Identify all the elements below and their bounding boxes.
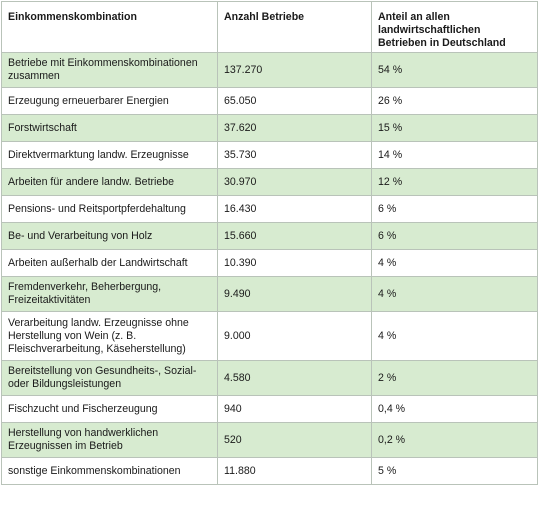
table-row: Direktvermarktung landw. Erzeugnisse 35.7… xyxy=(1,141,538,169)
income-combinations-table: Einkommenskombination Anzahl Betriebe An… xyxy=(1,1,538,485)
row-count-cell: 30.970 xyxy=(217,168,372,196)
table-row: Forstwirtschaft 37.620 15 % xyxy=(1,114,538,142)
row-share-cell: 6 % xyxy=(371,195,538,223)
row-label-cell: Be- und Verarbeitung von Holz xyxy=(1,222,218,250)
table-row: Erzeugung erneuerbarer Energien 65.050 26 … xyxy=(1,87,538,115)
header-row: Einkommenskombination Anzahl Betriebe An… xyxy=(1,1,538,53)
row-label-cell: Arbeiten außerhalb der Landwirtschaft xyxy=(1,249,218,277)
row-count-cell: 65.050 xyxy=(217,87,372,115)
row-share-cell: 2 % xyxy=(371,360,538,396)
row-label-cell: Forstwirtschaft xyxy=(1,114,218,142)
row-count-cell: 37.620 xyxy=(217,114,372,142)
row-share-cell: 12 % xyxy=(371,168,538,196)
table-row: Betriebe mit Einkommenskombinationen zus… xyxy=(1,52,538,88)
row-share-cell: 4 % xyxy=(371,249,538,277)
row-share-cell: 26 % xyxy=(371,87,538,115)
row-share-cell: 4 % xyxy=(371,311,538,361)
row-share-cell: 15 % xyxy=(371,114,538,142)
row-count-cell: 9.000 xyxy=(217,311,372,361)
row-share-cell: 6 % xyxy=(371,222,538,250)
row-label-cell: Fischzucht und Fischerzeugung xyxy=(1,395,218,423)
row-count-cell: 15.660 xyxy=(217,222,372,250)
table-row: Be- und Verarbeitung von Holz 15.660 6 % xyxy=(1,222,538,250)
table-row: Herstellung von handwerklichen Erzeugnis… xyxy=(1,422,538,458)
row-label-cell: Herstellung von handwerklichen Erzeugnis… xyxy=(1,422,218,458)
row-count-cell: 520 xyxy=(217,422,372,458)
row-count-cell: 9.490 xyxy=(217,276,372,312)
row-count-cell: 137.270 xyxy=(217,52,372,88)
row-count-cell: 35.730 xyxy=(217,141,372,169)
row-count-cell: 10.390 xyxy=(217,249,372,277)
row-share-cell: 54 % xyxy=(371,52,538,88)
row-label-cell: Bereitstellung von Gesundheits-, Sozial-… xyxy=(1,360,218,396)
row-share-cell: 4 % xyxy=(371,276,538,312)
row-share-cell: 5 % xyxy=(371,457,538,485)
table-body: Betriebe mit Einkommenskombinationen zus… xyxy=(1,52,538,485)
row-count-cell: 16.430 xyxy=(217,195,372,223)
row-count-cell: 940 xyxy=(217,395,372,423)
row-share-cell: 0,2 % xyxy=(371,422,538,458)
row-label-cell: Pensions- und Reitsportpferdehaltung xyxy=(1,195,218,223)
table-row: Arbeiten für andere landw. Betriebe 30.97… xyxy=(1,168,538,196)
row-count-cell: 4.580 xyxy=(217,360,372,396)
table-row: Bereitstellung von Gesundheits-, Sozial-… xyxy=(1,360,538,396)
table-row: Verarbeitung landw. Erzeugnisse ohne Her… xyxy=(1,311,538,361)
column-header-combination: Einkommenskombination xyxy=(1,1,218,53)
table-row: Fremdenverkehr, Beherbergung, Freizeitak… xyxy=(1,276,538,312)
row-label-cell: Direktvermarktung landw. Erzeugnisse xyxy=(1,141,218,169)
row-share-cell: 0,4 % xyxy=(371,395,538,423)
column-header-share: Anteil an allen landwirtschaftlichen Bet… xyxy=(371,1,538,53)
row-label-cell: Erzeugung erneuerbarer Energien xyxy=(1,87,218,115)
row-label-cell: Betriebe mit Einkommenskombinationen zus… xyxy=(1,52,218,88)
table-header: Einkommenskombination Anzahl Betriebe An… xyxy=(1,1,538,53)
row-label-cell: Verarbeitung landw. Erzeugnisse ohne Her… xyxy=(1,311,218,361)
column-header-count: Anzahl Betriebe xyxy=(217,1,372,53)
row-share-cell: 14 % xyxy=(371,141,538,169)
row-label-cell: Arbeiten für andere landw. Betriebe xyxy=(1,168,218,196)
table-row: Arbeiten außerhalb der Landwirtschaft 10.… xyxy=(1,249,538,277)
table-row: Fischzucht und Fischerzeugung 940 0,4 % xyxy=(1,395,538,423)
table-row: sonstige Einkommenskombinationen 11.880 5 … xyxy=(1,457,538,485)
row-label-cell: Fremdenverkehr, Beherbergung, Freizeitak… xyxy=(1,276,218,312)
row-count-cell: 11.880 xyxy=(217,457,372,485)
row-label-cell: sonstige Einkommenskombinationen xyxy=(1,457,218,485)
table-row: Pensions- und Reitsportpferdehaltung 16.4… xyxy=(1,195,538,223)
